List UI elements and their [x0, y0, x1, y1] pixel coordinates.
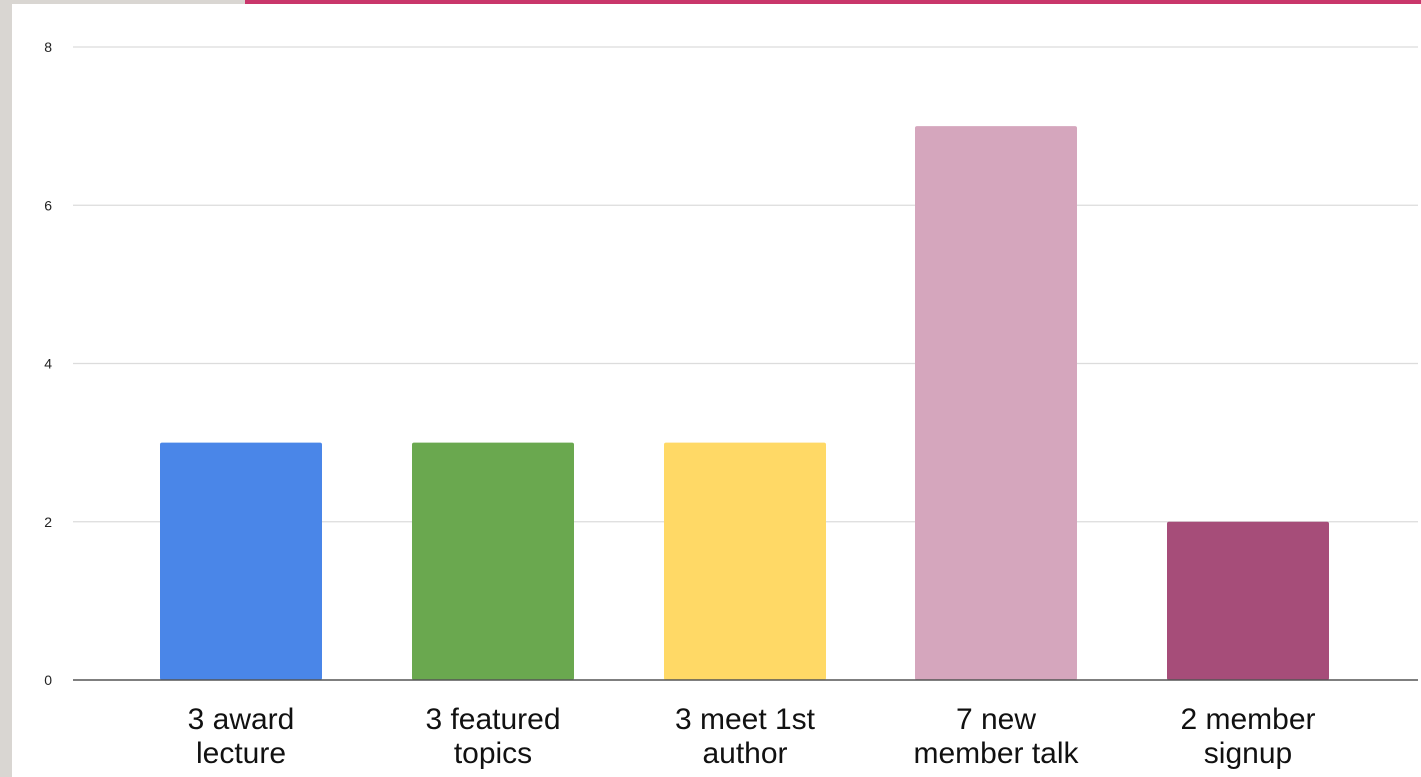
- bar: [160, 442, 322, 680]
- x-tick-label: topics: [454, 737, 532, 770]
- x-tick-label: author: [702, 737, 787, 770]
- x-tick-label: lecture: [196, 737, 286, 770]
- y-tick-label: 4: [44, 356, 52, 372]
- bars: [160, 126, 1329, 680]
- bar: [915, 126, 1077, 680]
- y-tick-label: 2: [44, 514, 52, 530]
- x-tick-label: 7 new: [956, 703, 1036, 736]
- y-tick-label: 0: [44, 672, 52, 688]
- bar: [412, 442, 574, 680]
- y-tick-label: 6: [44, 197, 52, 213]
- x-tick-label: member talk: [913, 737, 1079, 770]
- y-axis-ticks: 0 2 4 6 8: [44, 39, 52, 688]
- x-tick-label: 3 featured: [425, 703, 560, 736]
- x-tick-label: 2 member: [1180, 703, 1315, 736]
- x-tick-label: 3 award: [188, 703, 295, 736]
- bar: [1167, 521, 1329, 680]
- x-tick-label: signup: [1204, 737, 1292, 770]
- bar: [664, 442, 826, 680]
- y-tick-label: 8: [44, 39, 52, 55]
- x-tick-label: 3 meet 1st: [675, 703, 816, 736]
- accent-strip: [245, 0, 1421, 4]
